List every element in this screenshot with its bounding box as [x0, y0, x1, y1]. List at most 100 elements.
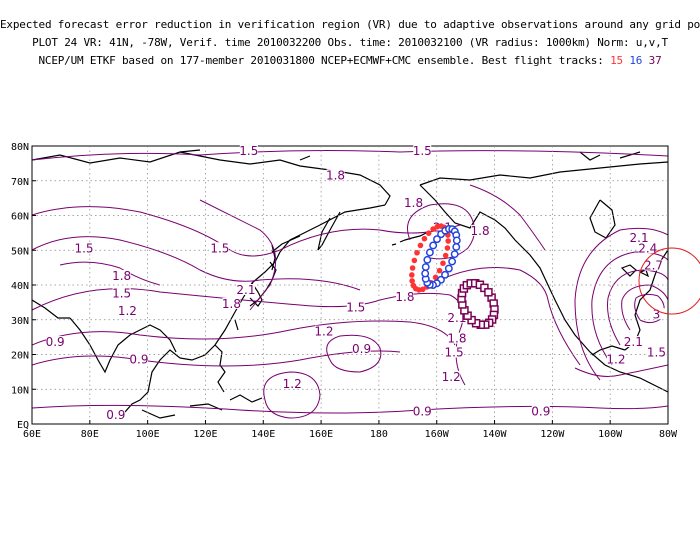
contour-label-bg [413, 405, 432, 417]
contour-label-bg [606, 353, 625, 365]
latitude-labels: 80N 70N 60N 50N 40N 30N 20N 10N EQ [11, 142, 29, 431]
track-15-point [410, 282, 417, 289]
contour-line [32, 350, 401, 367]
track-16-point [429, 241, 438, 250]
track-15-point [417, 242, 424, 249]
contour-label-bg [647, 308, 666, 320]
lat-label: 70N [11, 177, 29, 188]
contour-line [591, 251, 668, 366]
lat-label: 30N [11, 316, 29, 327]
track-16-point [433, 235, 441, 244]
lon-label: 160W [425, 429, 450, 440]
contour-label: 1.8 [471, 224, 490, 238]
track-16-point [425, 248, 434, 257]
lat-label: 40N [11, 281, 29, 292]
contour-label: 2.1 [624, 335, 643, 349]
contour-line [469, 184, 546, 251]
contour-label-bg [75, 242, 94, 254]
kamchatka [317, 211, 341, 251]
track-16-label: 16 [629, 54, 643, 67]
contour-line [32, 404, 668, 414]
lon-label: 60E [23, 429, 41, 440]
lon-label: 100E [136, 429, 160, 440]
contour-label-bg [447, 332, 466, 344]
contour-line [326, 334, 382, 373]
contour-line [32, 150, 668, 161]
contour-line [32, 320, 456, 346]
track-15-label: 15 [610, 54, 623, 67]
contour-label: 1.8 [404, 196, 423, 210]
track-15-point [409, 265, 416, 271]
contour-label-bg [413, 144, 432, 156]
contour-label: 1.5 [239, 144, 258, 158]
track-16-point [444, 264, 453, 273]
track-15-point [425, 230, 432, 236]
lon-label: 80E [81, 429, 99, 440]
contour-label-bg [118, 304, 137, 316]
lon-label: 80W [659, 429, 678, 440]
contour-label-bg [46, 336, 65, 348]
track-16-point [452, 243, 461, 251]
plot-title-line-3: NCEP/UM ETKF based on 177-member 2010031… [0, 54, 700, 67]
india [69, 317, 177, 374]
track-15-point [444, 245, 451, 251]
lat-label: 80N [11, 142, 29, 153]
contour-label: 2.4 [638, 241, 657, 255]
contour-label: 0.9 [106, 408, 125, 422]
east-asia-coast [179, 204, 386, 361]
contour-label-bg [352, 343, 371, 355]
contour-label: 1.8 [395, 290, 414, 304]
contour-line [547, 299, 581, 366]
track-15-point [436, 267, 443, 274]
southeast-asia [124, 349, 181, 413]
track-16-point [448, 257, 457, 266]
track-16-point [423, 255, 432, 264]
north-america-arctic [419, 161, 668, 186]
track-15-point [421, 235, 428, 242]
track-15-point [409, 278, 415, 284]
contour-label: 2.7 [644, 259, 663, 273]
contour-label: 1.5 [647, 346, 666, 360]
verification-region-circle [638, 247, 700, 315]
contour-label: 2.1 [236, 283, 255, 297]
contour-label: 1.2 [118, 304, 137, 318]
contour-line [199, 199, 277, 311]
contour-label-bg [638, 242, 657, 254]
contour-label-bg [236, 283, 255, 295]
okhotsk-coast [271, 235, 301, 253]
gulf-coast [591, 345, 626, 356]
flight-track-37 [457, 278, 499, 330]
contour-label-bg [471, 224, 490, 236]
coastlines [32, 149, 668, 419]
contour-label: 0.9 [46, 335, 65, 349]
contour-label: 1.5 [346, 300, 365, 314]
lat-label: 10N [11, 385, 29, 396]
contour-label-bg [644, 259, 663, 271]
contour-label: 1.2 [314, 325, 333, 339]
track-16-point [421, 269, 430, 278]
contour-line [263, 371, 321, 419]
lon-label: 140W [482, 429, 507, 440]
contour-label: 0.9 [352, 342, 371, 356]
contour-label-bg [442, 370, 461, 382]
track-15-point [445, 238, 451, 244]
track-16-point [450, 250, 459, 259]
contour-label-bg [112, 270, 131, 282]
contour-label-bg [531, 405, 550, 417]
contour-label-bg [445, 346, 464, 358]
contour-label: 0.9 [129, 352, 148, 366]
flight-track-16 [421, 225, 461, 289]
lon-label: 180 [370, 429, 388, 440]
alaska-coast [419, 184, 668, 393]
contour-lines [32, 150, 668, 419]
taiwan-philippines [214, 319, 239, 393]
contour-label: 1.8 [112, 269, 131, 283]
track-15-point [411, 257, 418, 264]
contour-label: 3 [653, 307, 661, 321]
track-15-point [414, 249, 420, 256]
track-15-point [440, 260, 446, 267]
sakhalin [271, 244, 276, 271]
contour-label-bg [647, 346, 666, 358]
track-16-point [441, 270, 449, 279]
track-15-point [442, 252, 449, 259]
